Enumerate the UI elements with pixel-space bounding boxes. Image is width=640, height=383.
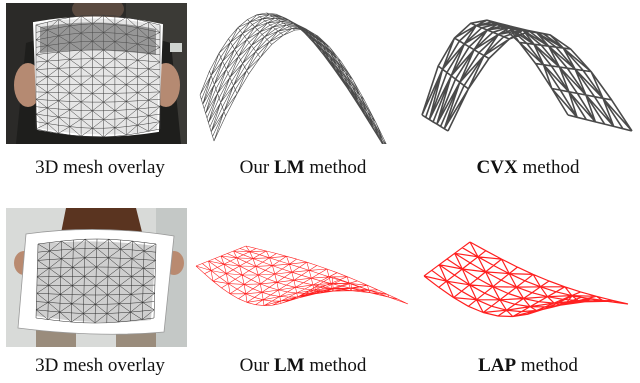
- cvx-mesh-lines: [421, 19, 633, 132]
- row2-lm-panel: [194, 236, 414, 336]
- lap-mesh-lines: [423, 241, 629, 318]
- cvx-mesh-render: [421, 19, 633, 132]
- caption-row2-lm: Our LM method: [239, 355, 367, 376]
- lm-mesh-lines: [199, 12, 387, 144]
- row2-photo-panel: [6, 208, 187, 347]
- wall-label: [170, 43, 182, 52]
- caption-row2-lap: LAP method: [478, 355, 578, 376]
- lap-mesh-render: [423, 241, 629, 318]
- row1-lm-panel: [194, 3, 414, 144]
- caption-row1-cvx: CVX method: [476, 157, 580, 178]
- caption-row2-photo: 3D mesh overlay: [35, 355, 165, 376]
- lm-mesh-lines: [195, 245, 409, 306]
- mesh-overlay-photo: [6, 3, 187, 144]
- caption-row1-lm: Our LM method: [239, 157, 367, 178]
- row2-lap-panel: [422, 236, 634, 340]
- caption-row1-photo: 3D mesh overlay: [35, 157, 165, 178]
- overlay-mesh: [35, 238, 157, 324]
- lm-mesh-render: [195, 245, 409, 306]
- row1-cvx-panel: [418, 3, 636, 144]
- mesh-overlay-photo: [6, 208, 187, 347]
- texture-band: [40, 22, 156, 56]
- row1-photo-panel: [6, 3, 187, 144]
- lm-mesh-render: [199, 12, 387, 144]
